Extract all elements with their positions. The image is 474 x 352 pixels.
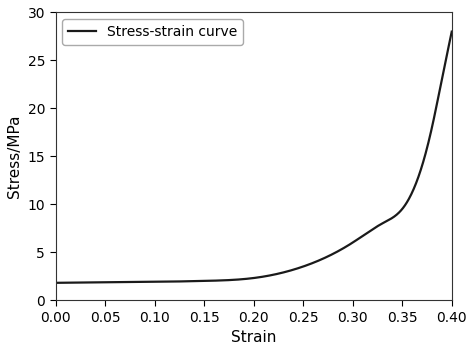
Stress-strain curve xyxy=(93,280,99,284)
Stress-strain curve xyxy=(227,278,233,282)
Stress-strain curve xyxy=(213,278,219,283)
Stress-strain curve xyxy=(325,254,330,259)
Stress-strain curve xyxy=(53,281,58,285)
Legend: Stress-strain curve: Stress-strain curve xyxy=(63,19,243,44)
Stress-strain curve xyxy=(362,233,367,237)
Stress-strain curve xyxy=(449,30,455,34)
X-axis label: Strain: Strain xyxy=(231,330,276,345)
Stress-strain curve xyxy=(369,228,374,232)
Line: Stress-strain curve: Stress-strain curve xyxy=(55,32,452,283)
Y-axis label: Stress/MPa: Stress/MPa xyxy=(7,114,22,198)
